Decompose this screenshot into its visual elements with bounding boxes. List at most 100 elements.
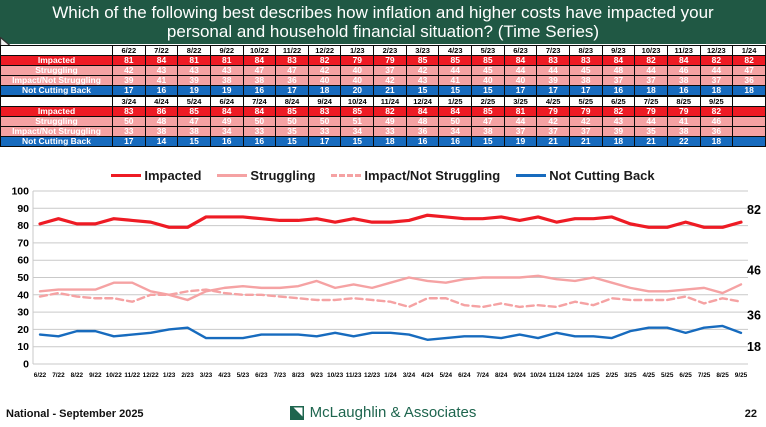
table-cell: 47 [471,116,505,127]
series-line-struggling [38,274,743,302]
table-cell: 19 [209,85,244,96]
table-cell: 15 [405,85,440,96]
x-tick-label: 4/25 [643,372,656,379]
chart-canvas: 0 10 20 30 40 50 60 70 80 90 100 6/22 7/22 8/22 9/22 10… [11,186,761,380]
table-cell: 39 [112,75,146,86]
table-cell: 16 [144,85,179,96]
table-cell: 42 [307,65,342,76]
column-header: 1/25 [438,96,473,107]
column-header: 3/23 [405,45,440,56]
table-cell: 16 [601,85,636,96]
column-header: 8/22 [177,45,211,56]
table-cell: 34 [340,126,375,137]
table-cell: 37 [568,126,603,137]
y-tick-label: 50 [17,272,29,284]
legend-line-swatch [516,173,547,177]
column-header: 5/23 [471,45,505,56]
table-cell: 17 [536,85,570,96]
footer-brand-name: McLaughlin & Associates [309,404,477,421]
table-cell [732,136,766,147]
table-cell: 21 [634,136,668,147]
table-cell: 83 [307,106,342,117]
table-cell: 48 [405,116,440,127]
table-header-row: 6/22 7/22 8/22 9/22 10/22 11/22 12/22 1/23 2/23 3… [0,45,766,56]
table-cell: 84 [144,55,179,66]
x-tick-label: 9/24 [513,372,526,379]
table-cell: 46 [699,116,734,127]
table-cell: 18 [699,136,734,147]
legend-label: Not Cutting Back [549,167,655,183]
table-cell: 21 [373,85,407,96]
table-cell [732,116,766,127]
y-tick-label: 70 [17,237,29,249]
column-header: 10/24 [340,96,375,107]
table-cell: 19 [177,85,211,96]
table-cell: 44 [536,65,570,76]
x-tick-label: 9/25 [735,372,748,379]
x-tick-label: 7/23 [274,372,287,379]
x-tick-label: 3/25 [624,372,637,379]
table-cell: 14 [144,136,179,147]
column-header: 1/24 [732,45,766,56]
x-tick-label: 9/23 [310,372,323,379]
row-label: Impacted [0,55,113,66]
table-cell: 47 [275,65,309,76]
series-end-label: 82 [747,203,761,217]
table-cell: 49 [373,116,407,127]
table-cell: 38 [471,126,505,137]
footer-brand: McLaughlin & Associates [0,404,766,421]
table-cell: 82 [699,106,734,117]
x-tick-label: 3/24 [403,372,416,379]
table-cell: 39 [601,126,636,137]
table-cell: 37 [503,126,538,137]
column-header: 3/24 [112,96,146,107]
table-row-impacted: Impacted 83 86 85 84 84 85 83 85 82 84 84 85 81 79 79 82… [0,106,766,117]
x-tick-label: 1/24 [384,372,397,379]
table-cell: 84 [242,106,277,117]
legend-label: Struggling [250,167,316,183]
table-corner-cell [0,96,113,107]
table-cell: 81 [209,55,244,66]
x-tick-label: 12/24 [567,372,583,379]
table-cell: 83 [275,55,309,66]
column-header: 4/23 [438,45,473,56]
column-header: 6/22 [112,45,146,56]
table-row-struggling: Struggling 50 48 47 49 50 50 50 51 49 48 50 47 44 42 42… [0,116,766,127]
table-corner-cell [0,45,113,56]
table-cell: 35 [634,126,668,137]
table-cell: 86 [144,106,179,117]
table-cell: 36 [405,126,440,137]
y-tick-label: 0 [23,359,29,371]
legend-item: Impacted [111,168,201,183]
table-cell: 21 [536,136,570,147]
column-header: 12/22 [307,45,342,56]
x-tick-label: 7/22 [52,372,65,379]
column-header: 11/23 [666,45,701,56]
table-cell: 15 [340,136,375,147]
table-cell: 22 [666,136,701,147]
time-series-line-chart: 0 10 20 30 40 50 60 70 80 90 100 6/22 7/22 8/22 9/22 10… [0,186,766,391]
x-tick-label: 9/22 [89,372,102,379]
table-cell: 50 [307,116,342,127]
table-cell: 44 [634,65,668,76]
table-cell: 40 [503,75,538,86]
row-label: Impact/Not Struggling [0,75,113,86]
legend-label: Impact/Not Struggling [364,167,501,183]
table-cell: 44 [634,116,668,127]
x-tick-label: 6/23 [255,372,268,379]
x-tick-label: 6/22 [34,372,47,379]
column-header: 11/22 [275,45,309,56]
table-cell: 46 [666,65,701,76]
table-cell: 85 [340,106,375,117]
table-cell: 38 [568,75,603,86]
table-cell: 85 [405,55,440,66]
table-cell: 50 [242,116,277,127]
x-tick-label: 2/25 [606,372,619,379]
column-header: 6/25 [601,96,636,107]
column-header: 5/25 [568,96,603,107]
table-cell: 40 [307,75,342,86]
table-cell: 50 [438,116,473,127]
table-cell: 36 [732,75,766,86]
column-header: 7/24 [242,96,277,107]
x-tick-label: 8/25 [716,372,729,379]
